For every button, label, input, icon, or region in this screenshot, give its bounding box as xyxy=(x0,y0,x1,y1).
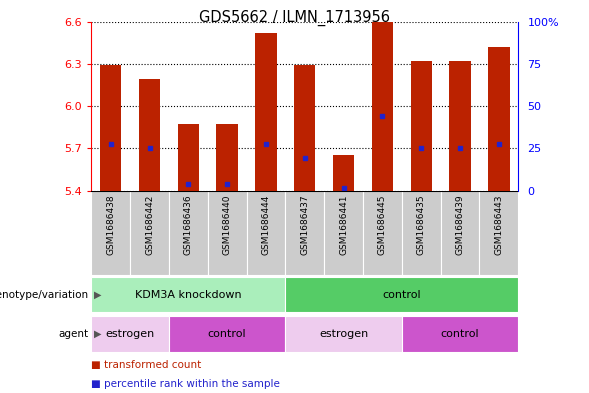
Bar xyxy=(286,316,402,352)
Text: ■ percentile rank within the sample: ■ percentile rank within the sample xyxy=(91,379,280,389)
Bar xyxy=(217,125,238,191)
Text: GSM1686439: GSM1686439 xyxy=(455,195,465,255)
Text: estrogen: estrogen xyxy=(319,329,368,339)
Bar xyxy=(411,61,432,191)
Bar xyxy=(324,191,363,275)
Text: agent: agent xyxy=(58,329,88,339)
Text: GSM1686444: GSM1686444 xyxy=(262,195,270,255)
Text: GSM1686441: GSM1686441 xyxy=(339,195,348,255)
Bar xyxy=(402,316,518,352)
Bar xyxy=(363,191,402,275)
Bar xyxy=(91,191,130,275)
Bar xyxy=(247,191,286,275)
Bar xyxy=(169,316,286,352)
Bar xyxy=(100,65,121,191)
Bar xyxy=(130,191,169,275)
Bar xyxy=(91,316,169,352)
Bar xyxy=(139,79,160,191)
Bar xyxy=(178,125,199,191)
Text: ▶: ▶ xyxy=(94,329,102,339)
Text: GSM1686442: GSM1686442 xyxy=(145,195,154,255)
Bar xyxy=(91,277,286,312)
Text: estrogen: estrogen xyxy=(105,329,155,339)
Text: GSM1686435: GSM1686435 xyxy=(417,195,426,255)
Text: ▶: ▶ xyxy=(94,290,102,300)
Bar xyxy=(372,22,393,191)
Text: control: control xyxy=(208,329,246,339)
Bar xyxy=(286,277,518,312)
Text: GSM1686437: GSM1686437 xyxy=(300,195,309,255)
Text: control: control xyxy=(382,290,421,300)
Bar xyxy=(294,65,316,191)
Text: GSM1686445: GSM1686445 xyxy=(378,195,387,255)
Text: genotype/variation: genotype/variation xyxy=(0,290,88,300)
Bar xyxy=(449,61,471,191)
Bar xyxy=(402,191,441,275)
Bar xyxy=(441,191,479,275)
Text: control: control xyxy=(441,329,479,339)
Text: GDS5662 / ILMN_1713956: GDS5662 / ILMN_1713956 xyxy=(199,10,390,26)
Bar xyxy=(255,33,277,191)
Text: GSM1686443: GSM1686443 xyxy=(494,195,504,255)
Text: ■ transformed count: ■ transformed count xyxy=(91,360,201,370)
Text: GSM1686436: GSM1686436 xyxy=(184,195,193,255)
Text: GSM1686438: GSM1686438 xyxy=(106,195,115,255)
Text: KDM3A knockdown: KDM3A knockdown xyxy=(135,290,241,300)
Bar xyxy=(169,191,208,275)
Bar xyxy=(479,191,518,275)
Bar xyxy=(488,47,509,191)
Bar xyxy=(208,191,247,275)
Bar xyxy=(286,191,324,275)
Bar xyxy=(333,155,355,191)
Text: GSM1686440: GSM1686440 xyxy=(223,195,231,255)
